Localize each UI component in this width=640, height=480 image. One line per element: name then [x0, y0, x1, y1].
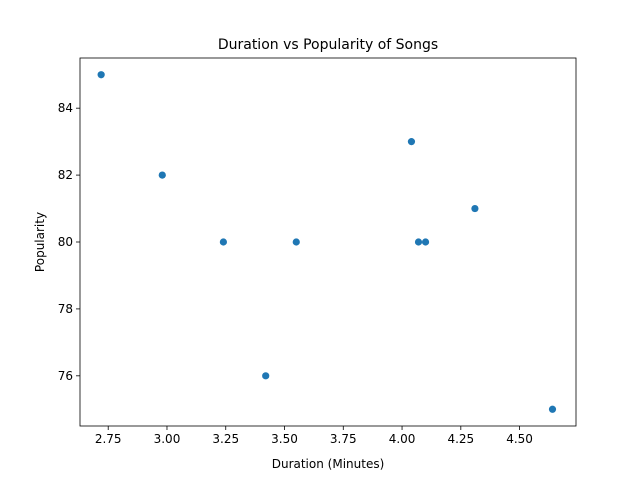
x-tick-label: 3.25	[212, 432, 239, 446]
data-point	[414, 238, 423, 246]
x-tick-label: 3.50	[271, 432, 298, 446]
y-tick-label: 80	[58, 235, 73, 249]
plot-frame	[79, 57, 577, 427]
data-point	[471, 204, 479, 213]
x-tick-label: 2.75	[95, 432, 122, 446]
data-point	[158, 171, 166, 179]
x-tick-label: 3.00	[154, 432, 181, 446]
y-axis-label: Popularity	[33, 212, 47, 272]
data-point	[407, 138, 416, 146]
data-points	[97, 71, 557, 413]
x-tick-label: 3.75	[330, 432, 357, 446]
data-point	[97, 71, 105, 79]
y-tick-label: 78	[58, 302, 73, 316]
data-point	[262, 372, 270, 380]
y-tick-label: 82	[58, 168, 73, 182]
x-axis-label: Duration (Minutes)	[272, 457, 385, 471]
x-tick-label: 4.50	[506, 432, 533, 446]
x-axis-ticks: 2.75 3.00 3.25 3.50 3.75 4.00 4.25 4.50	[95, 426, 533, 446]
data-point	[421, 238, 430, 246]
data-point	[548, 405, 557, 413]
x-tick-label: 4.25	[447, 432, 474, 446]
chart-title: Duration vs Popularity of Songs	[218, 37, 438, 53]
y-axis-ticks: 76 78 80 82 84	[58, 101, 80, 383]
data-point	[292, 238, 300, 246]
data-point	[219, 238, 227, 246]
x-tick-label: 4.00	[389, 432, 416, 446]
y-tick-label: 84	[58, 101, 73, 115]
y-tick-label: 76	[58, 369, 73, 383]
